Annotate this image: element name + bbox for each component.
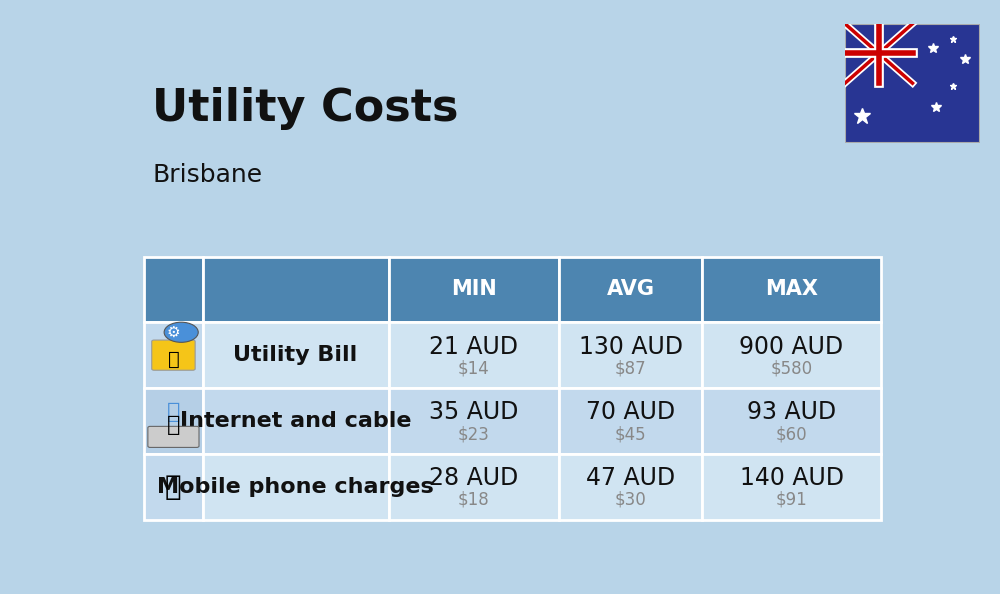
FancyBboxPatch shape — [148, 426, 199, 447]
Text: 140 AUD: 140 AUD — [740, 466, 844, 490]
Text: Utility Bill: Utility Bill — [233, 345, 358, 365]
Text: 21 AUD: 21 AUD — [429, 334, 518, 359]
Text: 35 AUD: 35 AUD — [429, 400, 518, 424]
Circle shape — [164, 322, 198, 342]
Bar — [202, 454, 388, 520]
Bar — [202, 323, 388, 388]
Bar — [388, 388, 559, 454]
FancyBboxPatch shape — [152, 340, 195, 370]
Text: MAX: MAX — [765, 279, 818, 299]
Text: $580: $580 — [770, 359, 813, 377]
Bar — [144, 257, 202, 323]
Text: Brisbane: Brisbane — [152, 163, 262, 187]
Text: $18: $18 — [458, 491, 490, 509]
Text: 28 AUD: 28 AUD — [429, 466, 518, 490]
Bar — [388, 257, 559, 323]
Bar — [144, 454, 202, 520]
Bar — [559, 323, 702, 388]
Text: 🔌: 🔌 — [168, 350, 179, 369]
Text: $60: $60 — [776, 425, 807, 443]
Text: $45: $45 — [615, 425, 646, 443]
Bar — [702, 257, 881, 323]
Bar — [388, 454, 559, 520]
Text: Mobile phone charges: Mobile phone charges — [157, 476, 434, 497]
Bar — [202, 388, 388, 454]
Text: MIN: MIN — [451, 279, 497, 299]
Bar — [702, 323, 881, 388]
Text: $30: $30 — [615, 491, 647, 509]
Bar — [202, 257, 388, 323]
Text: Utility Costs: Utility Costs — [152, 87, 459, 130]
Bar — [559, 388, 702, 454]
Bar — [559, 257, 702, 323]
Bar — [144, 388, 202, 454]
Bar — [702, 388, 881, 454]
Text: 70 AUD: 70 AUD — [586, 400, 675, 424]
Text: $87: $87 — [615, 359, 646, 377]
Text: $14: $14 — [458, 359, 490, 377]
Text: 47 AUD: 47 AUD — [586, 466, 675, 490]
Bar — [144, 323, 202, 388]
Text: 📱: 📱 — [165, 473, 182, 501]
Text: 130 AUD: 130 AUD — [579, 334, 683, 359]
Text: 〰: 〰 — [167, 402, 180, 422]
Text: 900 AUD: 900 AUD — [739, 334, 844, 359]
Bar — [388, 323, 559, 388]
Text: AVG: AVG — [607, 279, 655, 299]
Text: Internet and cable: Internet and cable — [180, 411, 411, 431]
Text: $91: $91 — [776, 491, 807, 509]
Text: 📡: 📡 — [167, 415, 180, 435]
Text: 93 AUD: 93 AUD — [747, 400, 836, 424]
Bar — [702, 454, 881, 520]
Text: ⚙: ⚙ — [167, 325, 180, 340]
Text: $23: $23 — [458, 425, 490, 443]
Bar — [559, 454, 702, 520]
